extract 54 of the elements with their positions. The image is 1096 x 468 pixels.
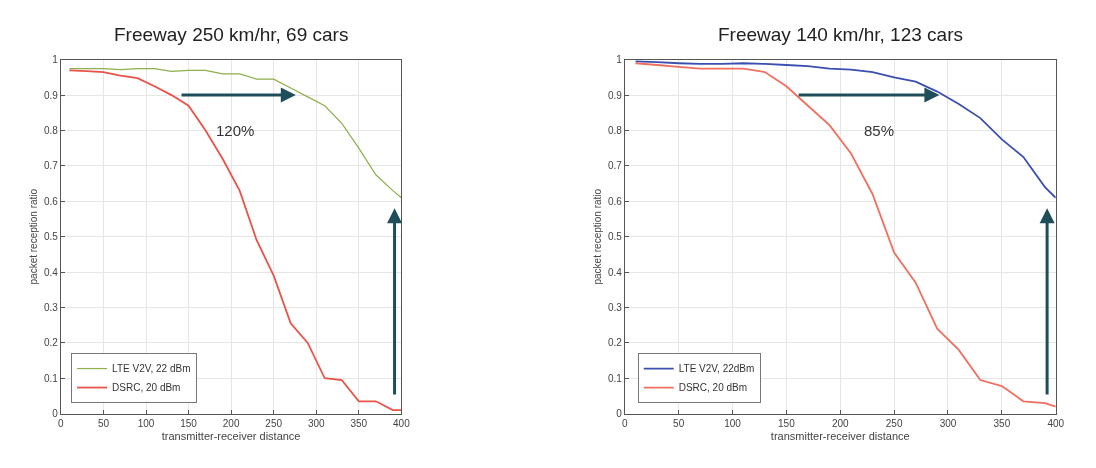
x-tick-label: 350 xyxy=(350,417,368,429)
annotation: 85% xyxy=(864,122,895,139)
legend-label: LTE V2V, 22dBm xyxy=(678,363,755,375)
y-tick-label: 0.2 xyxy=(607,337,623,349)
line-series xyxy=(634,60,1056,199)
legend-label: DSRC, 20 dBm xyxy=(678,382,748,394)
x-tick-label: 300 xyxy=(939,417,957,429)
line-series xyxy=(68,67,402,199)
y-tick-label: 0.7 xyxy=(607,160,623,172)
y-tick-label: 0.6 xyxy=(43,195,59,207)
chart-title: Freeway 250 km/hr, 69 cars xyxy=(114,24,349,45)
y-tick-label: 1 xyxy=(616,54,623,66)
y-tick-label: 0.1 xyxy=(607,372,623,384)
y-tick-label: 0.9 xyxy=(607,89,623,101)
x-tick-label: 200 xyxy=(222,417,240,429)
y-tick-label: 0.3 xyxy=(43,301,59,313)
y-tick-label: 1 xyxy=(52,54,59,66)
y-axis-title: packet reception ratio xyxy=(27,188,39,285)
x-tick-label: 150 xyxy=(778,417,796,429)
y-tick-label: 0.8 xyxy=(607,124,623,136)
y-tick-label: 0.8 xyxy=(43,124,59,136)
x-axis-title: transmitter-receiver distance xyxy=(161,429,301,442)
line-series xyxy=(634,62,1056,408)
y-tick-label: 0.1 xyxy=(43,372,59,384)
legend-label: DSRC, 20 dBm xyxy=(112,382,181,394)
y-tick-label: 0.7 xyxy=(43,160,59,172)
x-tick-label: 250 xyxy=(885,417,903,429)
y-tick-label: 0.4 xyxy=(43,266,59,278)
x-tick-label: 50 xyxy=(673,417,685,429)
chart-title: Freeway 140 km/hr, 123 cars xyxy=(718,24,963,45)
x-tick-label: 200 xyxy=(831,417,850,429)
x-tick-label: 150 xyxy=(180,417,198,429)
x-tick-label: 400 xyxy=(393,417,411,429)
y-tick-label: 0.5 xyxy=(43,231,59,243)
annotation: 120% xyxy=(216,122,255,139)
y-tick-label: 0.4 xyxy=(607,266,623,278)
y-tick-label: 0.5 xyxy=(607,231,623,243)
x-tick-label: 100 xyxy=(724,417,742,429)
y-axis-title: packet reception ratio xyxy=(591,188,603,285)
y-tick-label: 0 xyxy=(52,408,59,420)
legend-label: LTE V2V, 22 dBm xyxy=(112,363,191,375)
y-tick-label: 0.2 xyxy=(43,337,59,349)
y-tick-label: 0 xyxy=(616,408,623,420)
y-tick-label: 0.6 xyxy=(607,195,623,207)
x-tick-label: 100 xyxy=(137,417,155,429)
x-axis-title: transmitter-receiver distance xyxy=(770,429,910,442)
x-tick-label: 300 xyxy=(307,417,326,429)
y-tick-label: 0.3 xyxy=(607,301,623,313)
y-tick-label: 0.9 xyxy=(43,89,59,101)
x-tick-label: 250 xyxy=(265,417,283,429)
x-tick-label: 50 xyxy=(97,417,110,429)
line-series xyxy=(68,69,402,412)
x-tick-label: 400 xyxy=(1047,417,1065,429)
x-tick-label: 350 xyxy=(993,417,1011,429)
